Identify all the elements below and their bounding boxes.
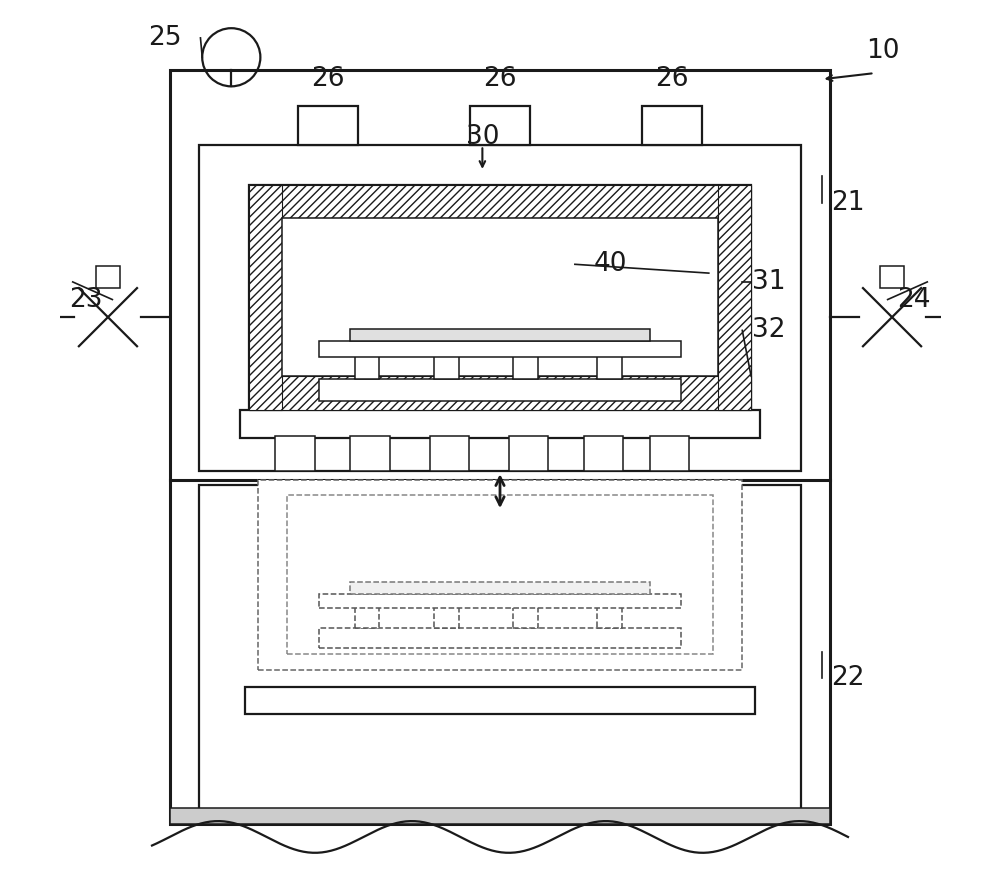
Bar	[258, 480, 742, 670]
Text: 25: 25	[148, 25, 182, 51]
Bar	[350, 329, 650, 341]
Bar	[650, 436, 689, 471]
Bar	[350, 582, 650, 594]
Bar	[282, 218, 718, 376]
Bar	[513, 335, 538, 379]
Text: 30: 30	[466, 123, 499, 150]
Bar	[245, 687, 755, 714]
Bar	[249, 376, 751, 410]
Bar	[584, 436, 623, 471]
Bar	[718, 185, 751, 410]
Bar	[434, 335, 459, 379]
Bar	[287, 495, 713, 654]
Bar	[240, 410, 760, 438]
Text: 10: 10	[866, 38, 900, 64]
Bar	[434, 589, 459, 628]
Text: 32: 32	[752, 317, 785, 344]
Text: 23: 23	[69, 286, 103, 313]
Bar	[880, 266, 904, 288]
Bar	[275, 436, 315, 471]
Bar	[355, 335, 379, 379]
Bar	[430, 436, 469, 471]
Text: 26: 26	[655, 66, 689, 93]
Bar	[470, 106, 530, 145]
Bar	[642, 106, 702, 145]
Bar	[199, 145, 801, 471]
Text: 21: 21	[831, 189, 865, 216]
Text: 24: 24	[897, 286, 931, 313]
Text: 40: 40	[593, 251, 627, 278]
Bar	[319, 379, 681, 401]
Bar	[355, 589, 379, 628]
Text: 26: 26	[311, 66, 345, 93]
Text: 26: 26	[483, 66, 517, 93]
Bar	[249, 185, 751, 218]
Bar	[249, 185, 282, 410]
Text: 22: 22	[831, 665, 865, 692]
Bar	[509, 436, 548, 471]
Bar	[170, 808, 830, 824]
Bar	[597, 589, 622, 628]
Bar	[298, 106, 358, 145]
Bar	[597, 335, 622, 379]
Bar	[319, 341, 681, 357]
Bar	[513, 589, 538, 628]
Bar	[319, 628, 681, 648]
Bar	[319, 594, 681, 608]
Bar	[249, 185, 751, 410]
Text: 31: 31	[752, 269, 785, 295]
Bar	[199, 485, 801, 824]
Bar	[96, 266, 120, 288]
Bar	[350, 436, 390, 471]
Bar	[170, 70, 830, 824]
